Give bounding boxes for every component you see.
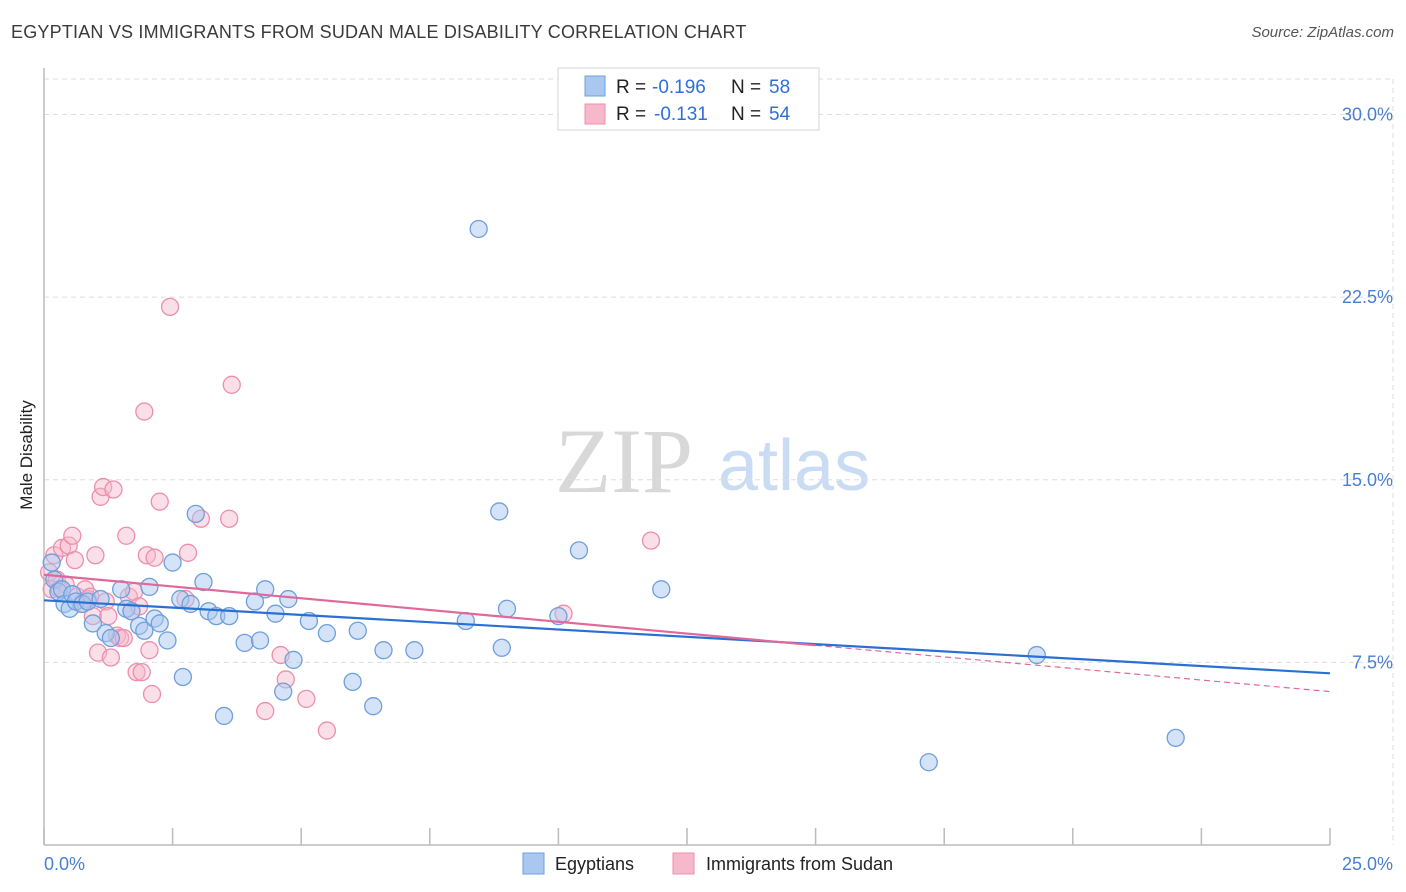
egyptians-point — [150, 614, 169, 633]
egyptians-point — [492, 638, 511, 657]
series-sudan-points — [39, 297, 661, 740]
sudan-point — [132, 662, 151, 682]
legend-r-label-sudan: R = — [616, 104, 651, 125]
egyptians-point — [101, 628, 121, 648]
sudan-trend-line — [43, 573, 816, 647]
sudan-point — [222, 375, 241, 394]
legend-swatch-egyptians — [584, 75, 606, 97]
sudan-point — [220, 509, 239, 528]
egyptians-point — [919, 753, 938, 772]
egyptians-point — [364, 697, 383, 716]
x-tick-marks — [43, 828, 1331, 845]
egyptians-point — [497, 599, 517, 618]
sudan-point — [99, 606, 118, 626]
bottom-legend: Egyptians Immigrants from Sudan — [522, 852, 893, 875]
sudan-point — [317, 721, 337, 740]
bottom-legend-label-egyptians: Egyptians — [555, 854, 634, 874]
x-tick-label-max: 25.0% — [1342, 854, 1393, 874]
egyptians-point — [91, 589, 110, 609]
egyptians-trend-line — [43, 599, 1331, 675]
egyptians-point — [374, 641, 393, 660]
egyptians-point — [469, 219, 488, 239]
egyptians-point — [214, 706, 234, 726]
egyptians-point — [284, 650, 303, 670]
egyptians-point — [158, 631, 177, 650]
bottom-legend-label-sudan: Immigrants from Sudan — [706, 854, 893, 874]
chart-title: EGYPTIAN VS IMMIGRANTS FROM SUDAN MALE D… — [11, 22, 747, 42]
egyptians-point — [186, 504, 205, 524]
legend-r-label-egyptians: R = — [616, 77, 651, 98]
watermark-zip: ZIP — [555, 410, 693, 512]
egyptians-point — [194, 572, 213, 592]
egyptians-point — [122, 602, 141, 621]
sudan-point — [117, 526, 136, 545]
sudan-point — [63, 526, 82, 545]
series-egyptians-points — [42, 219, 1185, 772]
y-tick-labels: 7.5% 15.0% 22.5% 30.0% — [1342, 105, 1393, 673]
sudan-trend-line-extrapolated — [815, 644, 1331, 693]
legend-r-value-egyptians: -0.196 — [652, 77, 706, 98]
egyptians-point — [343, 672, 362, 692]
egyptians-point — [140, 577, 159, 597]
egyptians-point — [163, 553, 182, 572]
sudan-point — [142, 684, 162, 704]
egyptians-point — [299, 611, 319, 631]
egyptians-point — [1027, 645, 1046, 665]
legend-r-value-sudan: -0.131 — [654, 104, 708, 125]
legend-n-label-sudan: N = — [731, 104, 766, 125]
top-legend: R = -0.196 N = 58 R = -0.131 N = 54 — [557, 67, 820, 131]
egyptians-point — [652, 580, 671, 599]
sudan-point — [297, 689, 316, 709]
y-tick-label: 15.0% — [1342, 470, 1393, 490]
sudan-point — [101, 648, 121, 667]
legend-n-value-egyptians: 58 — [769, 77, 790, 98]
egyptians-point — [42, 553, 61, 572]
egyptians-point — [235, 633, 254, 653]
bottom-legend-swatch-egyptians — [522, 852, 545, 875]
sudan-point — [104, 480, 123, 499]
egyptians-point — [135, 621, 154, 640]
sudan-point — [65, 550, 85, 570]
sudan-point — [160, 297, 180, 317]
egyptians-point — [83, 614, 103, 633]
egyptians-point — [250, 631, 270, 650]
egyptians-point — [317, 624, 337, 643]
sudan-point — [150, 492, 169, 511]
chart-source: Source: ZipAtlas.com — [1251, 24, 1394, 41]
x-tick-label-min: 0.0% — [44, 854, 85, 874]
legend-n-value-sudan: 54 — [769, 104, 791, 125]
sudan-point — [86, 546, 105, 565]
egyptians-point — [279, 589, 298, 609]
egyptians-point — [173, 667, 193, 687]
legend-swatch-sudan — [584, 103, 606, 125]
egyptians-point — [456, 611, 475, 631]
egyptians-point — [1166, 728, 1185, 748]
egyptians-point — [569, 541, 589, 560]
y-tick-label: 30.0% — [1342, 105, 1393, 125]
sudan-point — [256, 701, 275, 721]
y-tick-label: 22.5% — [1342, 287, 1393, 307]
egyptians-point — [274, 682, 293, 701]
sudan-point — [145, 548, 164, 567]
bottom-legend-swatch-sudan — [672, 852, 695, 875]
egyptians-point — [348, 621, 367, 640]
sudan-point — [135, 402, 154, 421]
trend-lines — [43, 573, 1331, 693]
sudan-point — [178, 543, 198, 562]
sudan-point — [140, 641, 159, 660]
legend-n-label-egyptians: N = — [731, 77, 766, 98]
gridlines — [44, 78, 1394, 845]
watermark-atlas: atlas — [718, 426, 870, 506]
sudan-point — [127, 662, 146, 682]
egyptians-point — [490, 502, 509, 521]
y-tick-label: 7.5% — [1352, 652, 1393, 672]
egyptians-point — [405, 641, 424, 660]
sudan-point — [641, 531, 661, 550]
